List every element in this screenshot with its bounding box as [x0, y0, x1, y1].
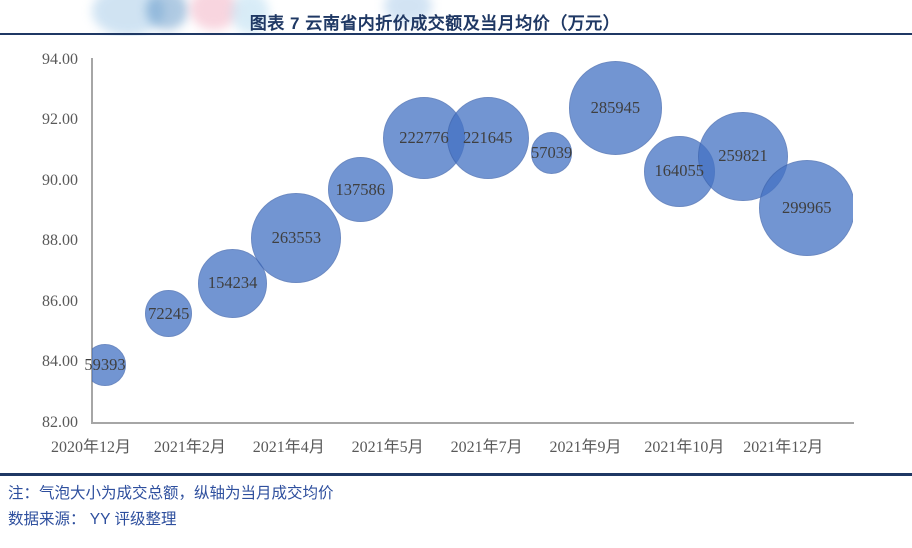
- bubble-data-point: [446, 96, 529, 180]
- bubble-data-point: [327, 157, 393, 223]
- y-tick-label: 82.00: [42, 413, 78, 431]
- footer-divider: [0, 473, 912, 476]
- bubble-data-point: [92, 343, 127, 387]
- note-line: 数据来源： YY 评级整理: [8, 511, 177, 528]
- header-divider: [0, 32, 912, 35]
- x-tick-label: 2020年12月: [50, 439, 131, 456]
- x-tick-label: 2021年4月: [252, 439, 325, 456]
- y-tick-label: 84.00: [42, 353, 78, 370]
- x-tick-label: 2021年9月: [549, 439, 622, 456]
- bubble-data-point: [758, 159, 853, 256]
- x-tick-label: 2021年12月: [743, 439, 824, 456]
- chart-notes: 注：气泡大小为成交总额，纵轴为当月成交均价 数据来源： YY 评级整理: [8, 481, 904, 533]
- bubble-chart: 94.00 92.00 90.00 88.00 86.00 84.00 82.00 5939…: [0, 36, 912, 466]
- y-tick-label: 88.00: [42, 232, 78, 249]
- y-tick-label: 90.00: [42, 171, 78, 189]
- y-tick-label: 94.00: [42, 50, 78, 68]
- y-tick-label: 92.00: [42, 111, 78, 128]
- x-tick-label: 2021年7月: [450, 439, 523, 456]
- plot-area: [92, 54, 853, 423]
- x-tick-label: 2021年2月: [153, 439, 226, 456]
- bubble-data-point: [568, 61, 663, 155]
- bubble-data-point: [251, 193, 342, 283]
- x-tick-label: 2021年10月: [644, 439, 725, 456]
- chart-title: 图表 7 云南省内折价成交额及当月均价（万元）: [249, 14, 621, 33]
- x-axis-line: [91, 422, 854, 424]
- y-tick-label: 86.00: [42, 292, 78, 310]
- bubble-data-point: [530, 132, 573, 175]
- report-header: 图表 7 云南省内折价成交额及当月均价（万元）: [0, 0, 912, 36]
- x-tick-label: 2021年5月: [351, 439, 424, 456]
- bubble-data-point: [198, 248, 267, 318]
- bubble-data-point: [145, 290, 193, 338]
- note-line: 注：气泡大小为成交总额，纵轴为当月成交均价: [8, 485, 334, 502]
- y-axis-line: [91, 58, 93, 423]
